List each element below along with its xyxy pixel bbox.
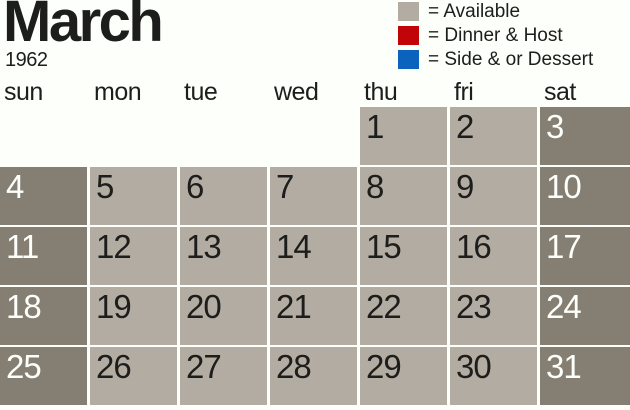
day-number: 8 [366,168,384,205]
calendar-day-18[interactable]: 18 [0,287,87,345]
calendar-day-8[interactable]: 8 [360,167,447,225]
calendar-empty-cell [0,107,87,165]
day-number: 12 [96,228,132,265]
calendar-day-24[interactable]: 24 [540,287,630,345]
day-number: 13 [186,228,222,265]
day-number: 11 [6,228,39,265]
calendar-grid: 1 2 3 4 5 6 7 8 9 10 11 12 13 14 15 16 17 18 19 20 21 22 23 24 2… [0,107,630,405]
calendar-day-12[interactable]: 12 [90,227,177,285]
calendar-day-25[interactable]: 25 [0,347,87,405]
legend-swatch-available [398,2,419,21]
legend-item-dinner-host: = Dinner & Host [398,26,593,45]
legend-label-available: = Available [428,1,521,22]
calendar-day-1[interactable]: 1 [360,107,447,165]
day-number: 24 [546,288,582,325]
calendar-day-10[interactable]: 10 [540,167,630,225]
day-number: 10 [546,168,582,205]
day-number: 2 [456,108,474,145]
day-number: 25 [6,348,42,385]
calendar-day-23[interactable]: 23 [450,287,537,345]
weekday-header-tue: tue [184,78,218,106]
calendar-day-13[interactable]: 13 [180,227,267,285]
calendar-day-30[interactable]: 30 [450,347,537,405]
weekday-header-wed: wed [274,78,319,106]
legend-item-available: = Available [398,2,593,21]
day-number: 28 [276,348,312,385]
calendar-day-21[interactable]: 21 [270,287,357,345]
weekday-header-thu: thu [364,78,398,106]
day-number: 15 [366,228,402,265]
weekday-header-sun: sun [4,78,43,106]
weekday-header-sat: sat [544,78,576,106]
month-title: March [3,0,164,54]
day-number: 19 [96,288,132,325]
weekday-header-row: sun mon tue wed thu fri sat [0,79,630,105]
calendar-day-17[interactable]: 17 [540,227,630,285]
day-number: 5 [96,168,114,205]
calendar-empty-cell [270,107,357,165]
calendar-day-22[interactable]: 22 [360,287,447,345]
day-number: 3 [546,108,564,145]
day-number: 17 [546,228,582,265]
calendar-day-15[interactable]: 15 [360,227,447,285]
calendar-day-9[interactable]: 9 [450,167,537,225]
calendar-day-19[interactable]: 19 [90,287,177,345]
calendar-day-4[interactable]: 4 [0,167,87,225]
calendar-day-28[interactable]: 28 [270,347,357,405]
legend-label-dinner-host: = Dinner & Host [428,25,563,46]
day-number: 9 [456,168,474,205]
day-number: 26 [96,348,132,385]
legend-item-side-dessert: = Side & or Dessert [398,50,593,69]
day-number: 20 [186,288,222,325]
calendar-day-29[interactable]: 29 [360,347,447,405]
day-number: 21 [276,288,312,325]
calendar-day-2[interactable]: 2 [450,107,537,165]
day-number: 18 [6,288,42,325]
calendar-day-26[interactable]: 26 [90,347,177,405]
legend: = Available = Dinner & Host = Side & or De… [398,2,593,74]
calendar-day-14[interactable]: 14 [270,227,357,285]
calendar-day-5[interactable]: 5 [90,167,177,225]
day-number: 1 [366,108,384,145]
calendar-empty-cell [90,107,177,165]
day-number: 16 [456,228,492,265]
day-number: 30 [456,348,492,385]
calendar-day-11[interactable]: 11 [0,227,87,285]
day-number: 4 [6,168,24,205]
day-number: 7 [276,168,294,205]
day-number: 6 [186,168,204,205]
day-number: 14 [276,228,312,265]
legend-swatch-side-dessert [398,50,419,69]
calendar-day-20[interactable]: 20 [180,287,267,345]
calendar-day-7[interactable]: 7 [270,167,357,225]
day-number: 27 [186,348,222,385]
day-number: 31 [546,348,582,385]
day-number: 29 [366,348,402,385]
calendar-day-6[interactable]: 6 [180,167,267,225]
calendar-day-16[interactable]: 16 [450,227,537,285]
day-number: 23 [456,288,492,325]
calendar-empty-cell [180,107,267,165]
weekday-header-mon: mon [94,78,142,106]
calendar-day-27[interactable]: 27 [180,347,267,405]
calendar-day-31[interactable]: 31 [540,347,630,405]
weekday-header-fri: fri [454,78,474,106]
legend-swatch-dinner-host [398,26,419,45]
day-number: 22 [366,288,402,325]
calendar-day-3[interactable]: 3 [540,107,630,165]
year-label: 1962 [5,49,48,71]
legend-label-side-dessert: = Side & or Dessert [428,49,594,70]
